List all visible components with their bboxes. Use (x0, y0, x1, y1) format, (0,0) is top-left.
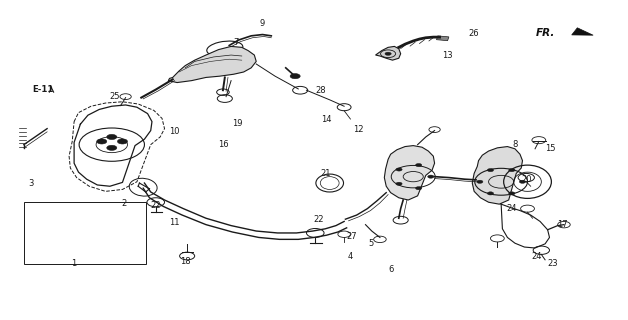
Text: 23: 23 (548, 260, 558, 268)
Polygon shape (384, 146, 435, 200)
Circle shape (107, 145, 117, 150)
Text: FR.: FR. (536, 28, 555, 38)
Text: 22: 22 (151, 201, 161, 210)
Text: 15: 15 (546, 144, 556, 153)
Circle shape (487, 192, 494, 195)
Circle shape (416, 164, 422, 167)
Text: 5: 5 (368, 239, 373, 248)
Circle shape (97, 139, 107, 144)
Text: 18: 18 (180, 257, 190, 266)
Text: 3: 3 (29, 180, 34, 188)
Text: 19: 19 (232, 119, 242, 128)
Text: 10: 10 (170, 127, 180, 136)
Polygon shape (376, 46, 401, 60)
Text: 13: 13 (442, 51, 452, 60)
Text: 9: 9 (260, 19, 265, 28)
Polygon shape (571, 28, 593, 35)
Circle shape (487, 169, 494, 172)
Text: 6: 6 (389, 265, 394, 274)
Text: 24: 24 (532, 252, 542, 261)
Text: 25: 25 (109, 92, 119, 101)
Text: 7: 7 (233, 38, 238, 47)
Text: 12: 12 (353, 125, 363, 134)
Text: 21: 21 (320, 169, 330, 178)
Circle shape (117, 139, 127, 144)
Text: 26: 26 (469, 29, 479, 38)
Text: 20: 20 (521, 175, 531, 184)
Polygon shape (168, 46, 256, 83)
Circle shape (107, 134, 117, 140)
Polygon shape (472, 147, 522, 204)
Text: 8: 8 (512, 140, 517, 149)
Circle shape (477, 180, 483, 183)
Text: 14: 14 (322, 115, 332, 124)
Circle shape (396, 182, 402, 185)
Bar (436, 36, 449, 41)
Text: 27: 27 (347, 232, 357, 241)
Circle shape (519, 180, 526, 183)
Text: 1: 1 (72, 260, 77, 268)
Circle shape (290, 74, 300, 79)
Text: 28: 28 (315, 86, 325, 95)
Text: E-11: E-11 (32, 85, 53, 94)
Text: 22: 22 (314, 215, 324, 224)
Text: 16: 16 (218, 140, 228, 149)
Circle shape (428, 175, 434, 178)
Text: 4: 4 (348, 252, 353, 261)
Text: 17: 17 (557, 220, 567, 229)
Text: 2: 2 (122, 199, 127, 208)
Circle shape (396, 168, 402, 171)
Circle shape (509, 169, 515, 172)
Circle shape (416, 187, 422, 190)
Circle shape (509, 192, 515, 195)
Text: 24: 24 (507, 204, 517, 213)
Circle shape (385, 52, 391, 55)
Bar (24, 202, 146, 264)
Text: 11: 11 (170, 218, 180, 227)
